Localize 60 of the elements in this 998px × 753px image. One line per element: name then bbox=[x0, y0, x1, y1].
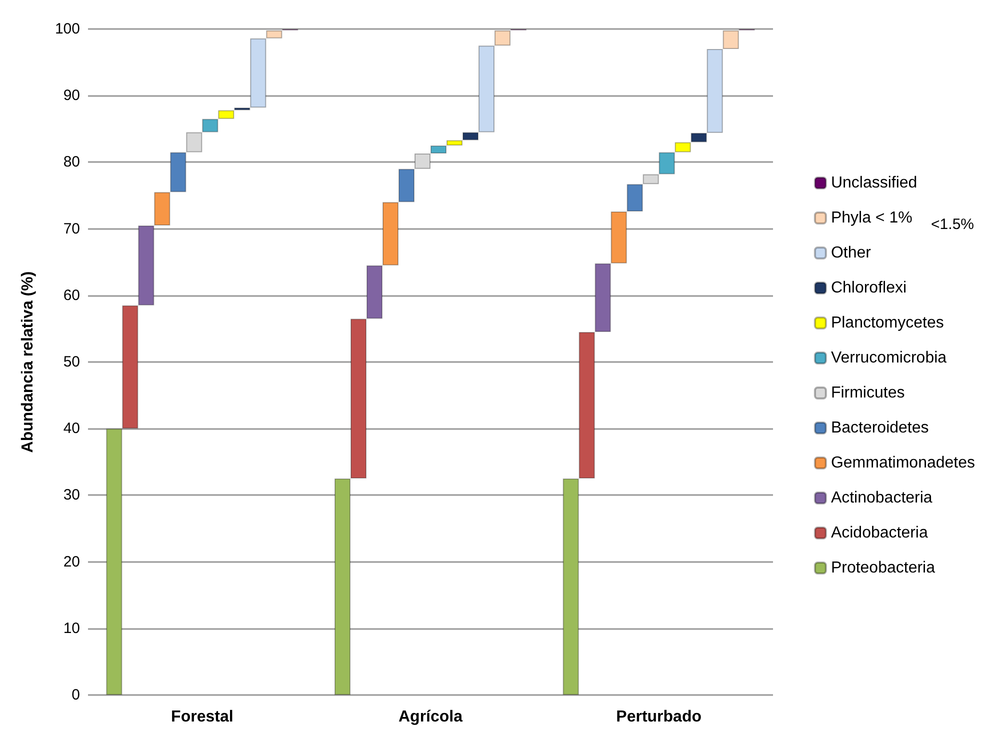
bar bbox=[706, 48, 723, 133]
legend-label: Firmicutes bbox=[830, 384, 905, 402]
y-tick-label: 20 bbox=[63, 553, 80, 570]
bar bbox=[494, 30, 510, 46]
bar bbox=[674, 142, 691, 152]
bar bbox=[382, 202, 398, 266]
bar bbox=[430, 146, 446, 154]
y-tick-label: 90 bbox=[63, 87, 80, 104]
bar bbox=[202, 118, 218, 132]
bar bbox=[334, 478, 350, 695]
legend-label: Gemmatimonadetes bbox=[830, 454, 975, 472]
bar bbox=[122, 305, 138, 429]
y-tick-label: 30 bbox=[63, 486, 80, 504]
bar bbox=[722, 30, 739, 49]
y-tick-label: 100 bbox=[54, 20, 80, 38]
bar bbox=[642, 174, 659, 184]
y-tick-label: 70 bbox=[63, 220, 80, 238]
y-axis-title: Abundancia relativa (%) bbox=[20, 271, 36, 453]
bar bbox=[350, 318, 366, 479]
bar bbox=[154, 192, 170, 226]
y-tick-label: 40 bbox=[63, 420, 80, 438]
bar bbox=[398, 168, 414, 202]
x-tick-label: Perturbado bbox=[616, 708, 702, 726]
bar bbox=[462, 132, 478, 140]
bar bbox=[170, 152, 186, 192]
legend-label: Proteobacteria bbox=[830, 560, 936, 576]
legend-label: Verrucomicrobia bbox=[830, 350, 947, 366]
legend-label: Phyla < 1% bbox=[830, 210, 912, 226]
bar bbox=[366, 265, 382, 319]
legend-label: Unclassified bbox=[830, 174, 918, 192]
y-tick-label: 50 bbox=[63, 354, 80, 370]
bar bbox=[186, 132, 202, 152]
legend-label: Other bbox=[830, 244, 872, 262]
legend-label: Actinobacteria bbox=[830, 490, 932, 506]
legend-label: Chloroflexi bbox=[830, 280, 907, 296]
bar bbox=[626, 184, 643, 212]
bar bbox=[610, 211, 627, 264]
y-tick-label: 80 bbox=[63, 154, 80, 171]
text: <1.5% bbox=[931, 216, 974, 233]
legend-label: Planctomycetes bbox=[830, 314, 944, 332]
bar bbox=[446, 140, 462, 146]
x-tick-label: Forestal bbox=[171, 708, 234, 726]
bar bbox=[578, 332, 595, 479]
y-tick-label: 0 bbox=[72, 686, 80, 704]
bar bbox=[250, 38, 266, 108]
bar bbox=[414, 154, 430, 169]
x-tick-label: Agrícola bbox=[398, 708, 463, 726]
bar bbox=[562, 478, 579, 695]
bar bbox=[218, 110, 234, 119]
bar bbox=[658, 152, 675, 174]
bar bbox=[138, 225, 154, 306]
legend-label: Bacteroidetes bbox=[830, 420, 929, 436]
bar bbox=[478, 46, 494, 132]
y-tick-label: 10 bbox=[63, 620, 80, 637]
bar bbox=[690, 132, 707, 142]
bar bbox=[594, 263, 611, 332]
legend-label: Acidobacteria bbox=[830, 524, 928, 542]
bar bbox=[106, 428, 122, 695]
bar bbox=[266, 30, 282, 38]
y-tick-label: 60 bbox=[63, 286, 80, 304]
